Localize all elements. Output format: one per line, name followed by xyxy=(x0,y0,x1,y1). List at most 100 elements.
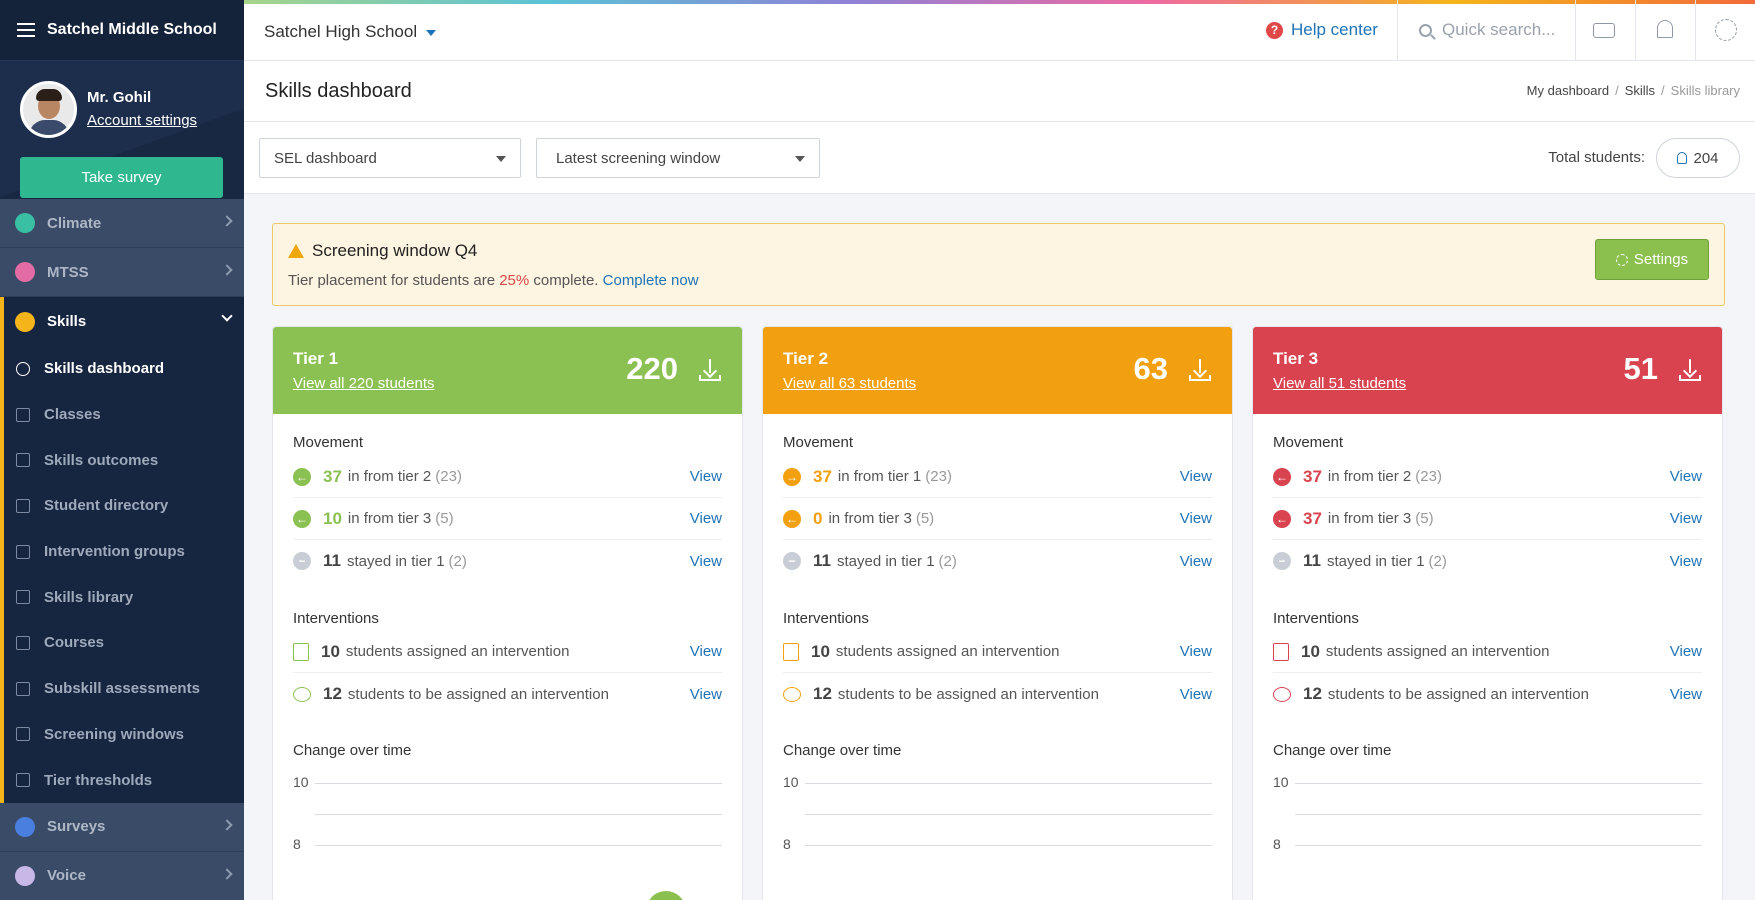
help-center-link[interactable]: ? Help center xyxy=(1266,20,1378,40)
y-tick-label: 10 xyxy=(783,774,799,790)
sidebar-subitem-label: Skills library xyxy=(44,588,134,606)
movement-title: Movement xyxy=(1273,434,1344,451)
intervention-count: 12 xyxy=(323,684,342,703)
view-all-students-link[interactable]: View all 220 students xyxy=(293,375,435,392)
tier-count: 51 xyxy=(1623,351,1658,386)
intervention-groups-icon xyxy=(16,544,30,559)
warning-icon xyxy=(288,244,304,258)
y-tick-label: 8 xyxy=(783,836,791,852)
sidebar-item-climate[interactable]: Climate xyxy=(0,199,244,248)
page-header: Skills dashboard My dashboard / Skills / Ski… xyxy=(244,61,1755,122)
tier-title: Tier 2 xyxy=(783,349,829,368)
account-settings-link[interactable]: Account settings xyxy=(87,112,198,129)
sidebar-item-label: Climate xyxy=(47,214,102,232)
screening-windows-icon xyxy=(16,727,30,742)
floating-action-button[interactable] xyxy=(646,891,686,900)
gear-icon[interactable] xyxy=(1715,19,1737,41)
breadcrumb-current: Skills library xyxy=(1670,83,1740,98)
skills-submenu: Skills dashboard Classes Skills outcomes St… xyxy=(0,346,244,803)
download-icon[interactable] xyxy=(699,359,721,381)
view-link[interactable]: View xyxy=(1179,643,1212,660)
total-students-pill[interactable]: 204 xyxy=(1656,138,1740,178)
view-link[interactable]: View xyxy=(1179,685,1212,703)
view-link[interactable]: View xyxy=(689,468,722,485)
sidebar-subitem-skills-library[interactable]: Skills library xyxy=(4,574,244,620)
complete-now-link[interactable]: Complete now xyxy=(602,272,699,289)
sidebar-item-label: Skills xyxy=(47,313,87,330)
download-icon[interactable] xyxy=(1679,359,1701,381)
gridline xyxy=(805,814,1212,815)
view-link[interactable]: View xyxy=(689,643,722,660)
keyboard-icon[interactable] xyxy=(1593,23,1615,38)
view-link[interactable]: View xyxy=(1179,552,1212,570)
hamburger-menu-icon[interactable] xyxy=(17,23,35,37)
view-link[interactable]: View xyxy=(1669,685,1702,703)
sidebar-item-surveys[interactable]: Surveys xyxy=(0,802,244,852)
profile-panel: Mr. Gohil Account settings Take survey xyxy=(0,61,244,199)
view-link[interactable]: View xyxy=(1669,510,1702,527)
filter-bar: SEL dashboard Latest screening window To… xyxy=(244,122,1755,194)
banner-text-before: Tier placement for students are xyxy=(288,272,496,289)
view-link[interactable]: View xyxy=(1669,643,1702,660)
sidebar: Satchel Middle School Mr. Gohil Account … xyxy=(0,0,244,900)
skills-dashboard-icon xyxy=(16,361,30,376)
skills-library-icon xyxy=(16,590,30,605)
sidebar-subitem-subskill-assessments[interactable]: Subskill assessments xyxy=(4,666,244,712)
intervention-row: 12 students to be assigned an interventio… xyxy=(783,673,1212,715)
view-link[interactable]: View xyxy=(1669,552,1702,570)
download-icon[interactable] xyxy=(1189,359,1211,381)
sidebar-subitem-intervention-groups[interactable]: Intervention groups xyxy=(4,529,244,575)
view-link[interactable]: View xyxy=(1669,468,1702,485)
movement-row: ← 10 in from tier 3 (5) View xyxy=(293,498,722,540)
view-link[interactable]: View xyxy=(1179,510,1212,527)
sidebar-subitem-label: Courses xyxy=(44,634,105,652)
dashboard-select[interactable]: SEL dashboard xyxy=(259,138,521,178)
students-icon xyxy=(1677,152,1688,164)
divider xyxy=(1575,0,1576,60)
banner-text-after: complete. xyxy=(533,272,599,289)
screening-window-select-value: Latest screening window xyxy=(556,149,721,167)
sidebar-item-voice[interactable]: Voice xyxy=(0,851,244,900)
view-link[interactable]: View xyxy=(689,510,722,527)
screening-window-banner: Screening window Q4 Tier placement for s… xyxy=(272,223,1725,306)
view-link[interactable]: View xyxy=(1179,468,1212,485)
sidebar-subitem-courses[interactable]: Courses xyxy=(4,620,244,666)
movement-count: 37 xyxy=(813,466,832,486)
sidebar-subitem-skills-outcomes[interactable]: Skills outcomes xyxy=(4,437,244,483)
view-all-students-link[interactable]: View all 51 students xyxy=(1273,375,1407,392)
sidebar-subitem-student-directory[interactable]: Student directory xyxy=(4,483,244,529)
bell-icon[interactable] xyxy=(1657,20,1673,38)
chat-bubble-icon xyxy=(783,686,801,702)
profile-name: Mr. Gohil xyxy=(87,89,152,106)
movement-text: in from tier 3 xyxy=(347,510,432,527)
chevron-icon xyxy=(221,868,233,880)
screening-window-select[interactable]: Latest screening window xyxy=(536,138,820,178)
tier-card-header: Tier 2 View all 63 students 63 xyxy=(763,327,1232,414)
sidebar-subitem-classes[interactable]: Classes xyxy=(4,392,244,438)
take-survey-button[interactable]: Take survey xyxy=(20,157,223,198)
view-link[interactable]: View xyxy=(689,552,722,570)
arrow-left-icon: ← xyxy=(783,509,801,528)
quick-search-input[interactable]: Quick search... xyxy=(1419,20,1555,40)
banner-percent: 25% xyxy=(499,272,530,289)
view-link[interactable]: View xyxy=(689,685,722,703)
movement-row: −11 stayed in tier 1 (2) View xyxy=(783,540,1212,582)
tier-card: Tier 2 View all 63 students 63 Movement → 37 i… xyxy=(762,326,1233,900)
intervention-text: students to be assigned an intervention xyxy=(837,685,1099,703)
help-center-label: Help center xyxy=(1291,20,1378,39)
sidebar-item-mtss[interactable]: MTSS xyxy=(0,248,244,297)
tier-title: Tier 1 xyxy=(293,349,339,368)
intervention-text: students assigned an intervention xyxy=(345,643,570,660)
chevron-icon xyxy=(221,819,233,831)
banner-title: Screening window Q4 xyxy=(288,241,477,261)
settings-button[interactable]: Settings xyxy=(1595,239,1709,280)
sidebar-subitem-skills-dashboard[interactable]: Skills dashboard xyxy=(4,346,244,392)
sidebar-subitem-screening-windows[interactable]: Screening windows xyxy=(4,712,244,758)
breadcrumb-item[interactable]: Skills xyxy=(1624,83,1656,98)
sidebar-subitem-tier-thresholds[interactable]: Tier thresholds xyxy=(4,757,244,803)
sidebar-item-skills[interactable]: Skills xyxy=(0,297,244,346)
y-tick-label: 8 xyxy=(1273,836,1281,852)
school-selector[interactable]: Satchel High School xyxy=(264,22,437,42)
breadcrumb-item[interactable]: My dashboard xyxy=(1526,83,1610,98)
view-all-students-link[interactable]: View all 63 students xyxy=(783,375,917,392)
